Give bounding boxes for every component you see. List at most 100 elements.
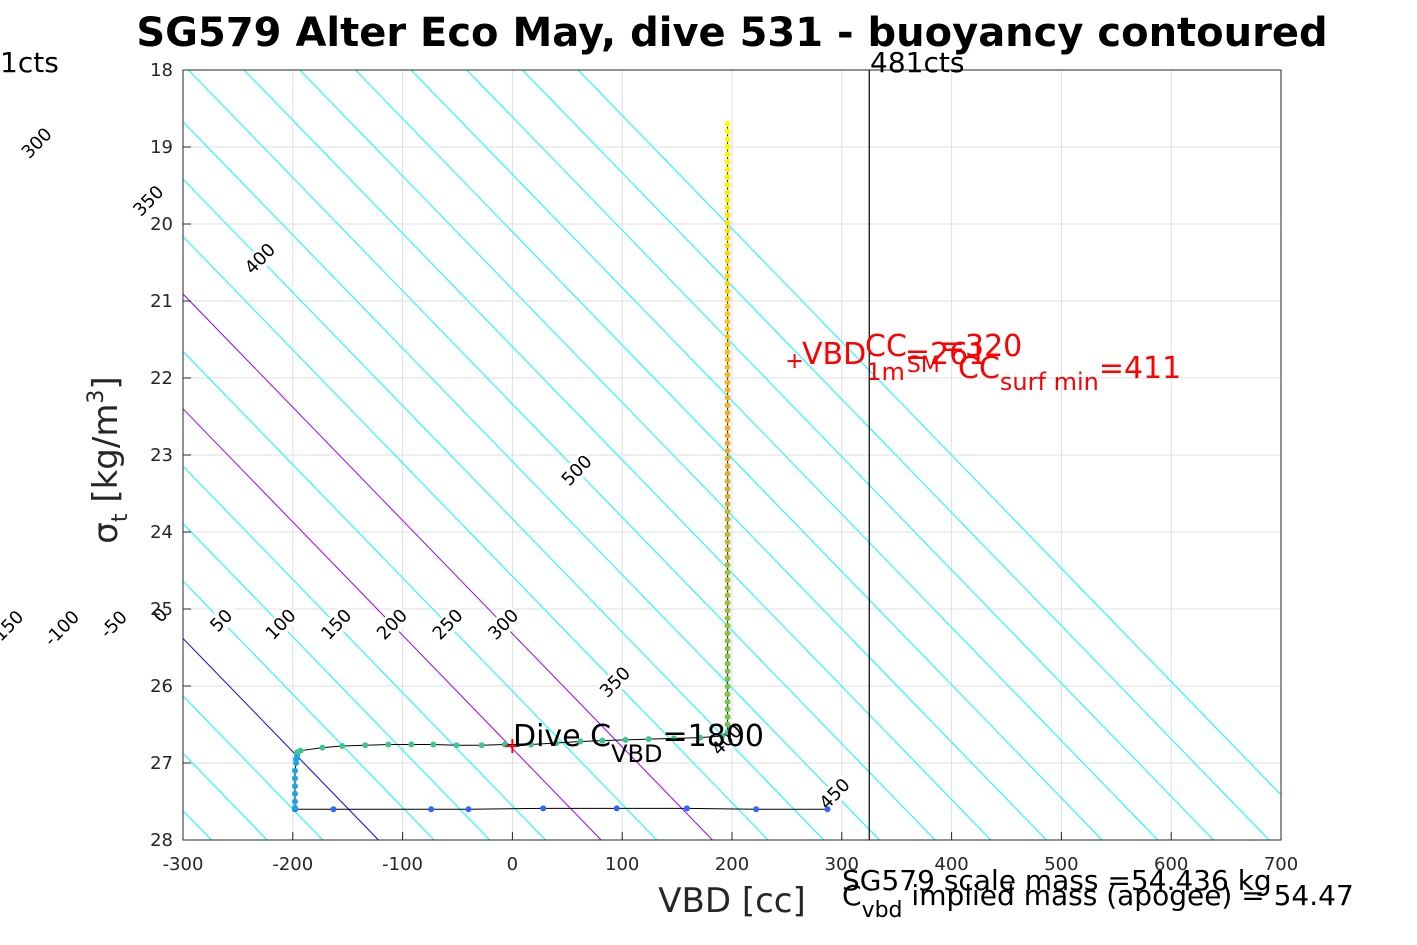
- climb-point: [724, 288, 731, 295]
- climb-point: [724, 455, 731, 462]
- x-tick-label: -200: [272, 854, 313, 875]
- climb-point: [670, 735, 677, 742]
- contour-label-bg: [17, 123, 57, 164]
- climb-point: [724, 432, 731, 439]
- climb-point: [553, 739, 560, 746]
- climb-point: [724, 501, 731, 508]
- climb-point: [724, 653, 731, 660]
- contour-label-bg: [316, 604, 357, 645]
- climb-point: [724, 348, 731, 355]
- bottom-point: [291, 804, 298, 811]
- contour-label-bg: [240, 238, 280, 279]
- climb-point: [724, 212, 731, 219]
- y-tick-label: 19: [150, 137, 173, 158]
- buoyancy-contour: [577, 70, 1281, 796]
- y-tick-label: 23: [150, 445, 173, 466]
- contour-label-bg: [814, 773, 855, 814]
- y-tick-label: 18: [150, 60, 173, 81]
- climb-point: [724, 645, 731, 652]
- climb-point: [724, 546, 731, 553]
- climb-point: [622, 736, 629, 743]
- contour-label-bg: [428, 604, 468, 645]
- climb-point: [724, 561, 731, 568]
- implied-mass-label: Cvbd implied mass (apogee) = 54.47: [842, 879, 1354, 923]
- dive-point: [613, 805, 620, 812]
- y-tick-label: 22: [150, 368, 173, 389]
- dive-c-vbd-label: Dive CVBD=1800: [513, 719, 764, 768]
- climb-point: [724, 592, 731, 599]
- climb-point: [724, 577, 731, 584]
- climb-point: [430, 741, 437, 748]
- climb-point: [719, 733, 726, 740]
- y-tick-label: 25: [150, 599, 173, 620]
- climb-point: [724, 174, 731, 181]
- bottom-point: [291, 783, 298, 790]
- climb-point: [724, 523, 731, 530]
- climb-point: [528, 741, 535, 748]
- climb-point: [724, 364, 731, 371]
- climb-point: [724, 721, 731, 728]
- climb-point: [724, 698, 731, 705]
- buoyancy-contour: [355, 70, 1103, 840]
- x-tick-labels: -300 -200 -100 0 100 200 300 400 500 600 700: [163, 832, 1298, 875]
- x-tick-label: -100: [382, 854, 423, 875]
- bottom-point: [291, 790, 298, 797]
- x-tick-label: 0: [507, 854, 518, 875]
- contour-label-bg: [0, 608, 26, 649]
- bottom-point: [291, 798, 298, 805]
- climb-point: [724, 508, 731, 515]
- climb-point: [724, 151, 731, 158]
- climb-point: [724, 607, 731, 614]
- buoyancy-contours: [0, 70, 1281, 840]
- x-tick-label: 500: [1044, 854, 1078, 875]
- climb-point: [724, 675, 731, 682]
- buoyancy-contour: [183, 350, 658, 840]
- climb-point: [724, 326, 731, 333]
- climb-point: [319, 744, 326, 751]
- climb-point: [724, 356, 731, 363]
- climb-point: [724, 295, 731, 302]
- dive-point: [465, 806, 472, 813]
- climb-point: [724, 637, 731, 644]
- climb-point: [724, 386, 731, 393]
- climb-point: [697, 734, 704, 741]
- buoyancy-contour: [0, 70, 44, 840]
- climb-point: [724, 706, 731, 713]
- climb-point: [724, 250, 731, 257]
- y-axis-label: σt [kg/m3]: [84, 376, 133, 543]
- climb-point: [577, 738, 584, 745]
- climb-point: [724, 219, 731, 226]
- climb-point: [724, 143, 731, 150]
- climb-point: [724, 691, 731, 698]
- contour-label-bg: [557, 450, 597, 491]
- climb-point: [724, 227, 731, 234]
- climb-point: [724, 265, 731, 272]
- y-tick-label: 24: [150, 522, 173, 543]
- chart-title: SG579 Alter Eco May, dive 531 - buoyancy…: [136, 10, 1327, 56]
- dive-point: [683, 805, 690, 812]
- climb-point: [724, 630, 731, 637]
- climb-point: [724, 341, 731, 348]
- climb-point: [724, 668, 731, 675]
- buoyancy-contour: [299, 70, 1047, 840]
- climb-point: [645, 736, 652, 743]
- buoyancy-contour: [183, 580, 435, 840]
- climb-point: [724, 493, 731, 500]
- climb-point: [724, 402, 731, 409]
- dive-point: [428, 806, 435, 813]
- contour-label: -100: [40, 607, 84, 651]
- contour-label-bg: [483, 604, 524, 645]
- climb-point: [724, 303, 731, 310]
- y-label-sigma: σ: [86, 522, 126, 544]
- climb-point: [724, 440, 731, 447]
- climb-point: [724, 318, 731, 325]
- climb-point: [724, 128, 731, 135]
- y-tick-label: 28: [150, 830, 173, 851]
- climb-point: [724, 713, 731, 720]
- contour-label-bg: [595, 662, 635, 703]
- bottom-point: [291, 767, 298, 774]
- contour-label: -150: [0, 607, 28, 651]
- climb-point: [385, 741, 392, 748]
- climb-point: [724, 204, 731, 211]
